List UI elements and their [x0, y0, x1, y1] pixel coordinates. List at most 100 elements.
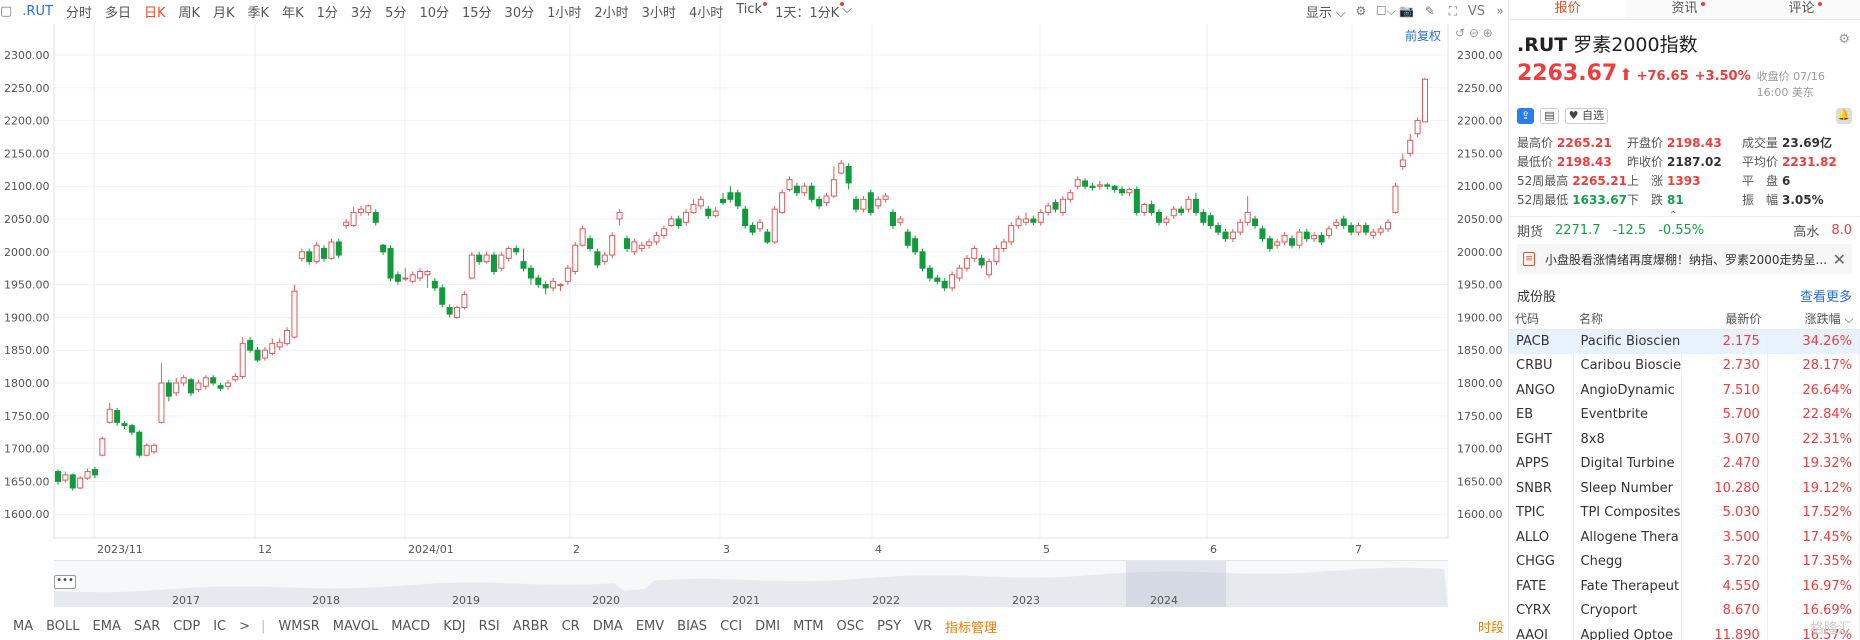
indicator-item[interactable]: IC: [213, 618, 227, 634]
period-tab[interactable]: 3小时: [641, 5, 676, 21]
watchlist-button[interactable]: ♥ 自选: [1564, 108, 1608, 124]
indicator-item[interactable]: DMA: [592, 618, 623, 634]
period-tab[interactable]: Tick: [736, 1, 768, 21]
period-tab[interactable]: 年K: [282, 5, 304, 21]
panel-tab[interactable]: 报价: [1509, 0, 1626, 19]
period-tab[interactable]: 10分: [419, 5, 449, 21]
indicator-item[interactable]: KDJ: [443, 618, 466, 634]
candle-body: [712, 210, 719, 217]
table-row[interactable]: EGHT 8x8 3.070 22.31%: [1509, 427, 1860, 452]
collapse-right-icon[interactable]: »: [1496, 4, 1504, 18]
period-tab[interactable]: 4小时: [688, 5, 724, 21]
candle-body: [1392, 185, 1399, 213]
table-row[interactable]: CYRX Cryoport 8.670 16.69%: [1509, 598, 1860, 623]
indicator-item[interactable]: CDP: [173, 618, 201, 634]
view-more-link[interactable]: 查看更多: [1799, 290, 1852, 305]
indicator-item[interactable]: RSI: [478, 618, 500, 634]
close-icon[interactable]: ✕: [1832, 249, 1846, 269]
indicator-manage-button[interactable]: 指标管理: [945, 620, 998, 636]
table-row[interactable]: TPIC TPI Composites 5.030 17.52%: [1509, 500, 1860, 525]
indicator-item[interactable]: VR: [914, 618, 933, 634]
panel-tab[interactable]: 资讯: [1626, 0, 1743, 19]
note-icon[interactable]: ▤: [1540, 108, 1559, 124]
session-button[interactable]: 时段: [1477, 620, 1504, 636]
indicator-item[interactable]: EMA: [92, 618, 121, 634]
indicator-item[interactable]: BOLL: [46, 618, 80, 634]
notification-dot: [1701, 2, 1705, 6]
stat-label: 平 盘: [1742, 174, 1779, 188]
more-indicators-arrow[interactable]: >: [239, 618, 251, 634]
indicator-item[interactable]: SAR: [133, 618, 161, 634]
indicator-item[interactable]: BIAS: [677, 618, 708, 634]
minimap-selection[interactable]: [1126, 561, 1226, 607]
adjust-label[interactable]: 前复权: [1405, 28, 1441, 43]
indicator-item[interactable]: MA: [13, 618, 34, 634]
fullscreen-icon[interactable]: ⛶: [1448, 4, 1458, 18]
symbol-label[interactable]: .RUT: [22, 3, 53, 19]
vs-button[interactable]: VS: [1467, 3, 1485, 19]
period-tab[interactable]: 5分: [385, 5, 407, 21]
zoom-controls-icon[interactable]: ↺ ⊖ ⊕: [1455, 26, 1493, 40]
candle-body: [1407, 139, 1414, 154]
candle-body: [1126, 188, 1133, 194]
table-row[interactable]: PACB Pacific Bioscien 2.175 34.26%: [1509, 329, 1860, 354]
share-icon[interactable]: ⇪: [1517, 108, 1535, 124]
indicator-item[interactable]: WMSR: [278, 618, 320, 634]
collapse-caret-icon[interactable]: ⌃: [1669, 210, 1678, 221]
period-tab[interactable]: 多日: [104, 5, 131, 21]
table-row[interactable]: CRBU Caribou Bioscie 2.730 28.17%: [1509, 353, 1860, 378]
candlestick-chart[interactable]: 2300.00 2300.00 2250.00 2250.00 2200.00 2200.…: [0, 24, 1508, 560]
column-header[interactable]: 涨跌幅 ⌵: [1767, 309, 1860, 330]
candle-body: [572, 244, 579, 272]
draw-box-icon[interactable]: ☐⌵: [1375, 4, 1396, 18]
indicator-item[interactable]: MAVOL: [332, 618, 379, 634]
table-row[interactable]: CHGG Chegg 3.720 17.35%: [1509, 549, 1860, 574]
table-row[interactable]: EB Eventbrite 5.700 22.84%: [1509, 402, 1860, 427]
news-banner[interactable]: ≡ 小盘股看涨情绪再度爆棚！纳指、罗素2000走势呈... ✕: [1517, 244, 1852, 274]
indicator-item[interactable]: CCI: [720, 618, 743, 634]
settings-icon[interactable]: ⚙: [1838, 32, 1850, 47]
period-tab[interactable]: 15分: [462, 5, 492, 21]
candle-body: [239, 343, 246, 377]
indicator-item[interactable]: MACD: [391, 618, 431, 634]
period-tab[interactable]: 月K: [213, 5, 235, 21]
candle-body: [372, 211, 379, 223]
period-tab[interactable]: 日K: [143, 5, 166, 21]
panel-tab[interactable]: 评论: [1743, 0, 1860, 19]
period-tab[interactable]: 季K: [247, 5, 270, 21]
table-row[interactable]: FATE Fate Therapeut 4.550 16.97%: [1509, 574, 1860, 599]
table-row[interactable]: ANGO AngioDynamic 7.510 26.64%: [1509, 378, 1860, 403]
range-navigator[interactable]: ••• 2017 2018 2019 2020 2021 2022 2023 2024: [54, 560, 1448, 607]
period-tab[interactable]: 1小时: [547, 5, 582, 21]
indicator-item[interactable]: ARBR: [512, 618, 549, 634]
period-tab[interactable]: 2小时: [594, 5, 629, 21]
period-tab[interactable]: 分时: [65, 5, 92, 21]
column-header[interactable]: 最新价: [1681, 309, 1768, 330]
more-dots-button[interactable]: •••: [54, 575, 76, 589]
sort-icon[interactable]: ⌵: [1840, 312, 1854, 327]
indicator-item[interactable]: DMI: [755, 618, 781, 634]
period-tab[interactable]: 30分: [504, 5, 535, 21]
display-dropdown[interactable]: 显示 ⌵: [1305, 5, 1346, 21]
indicator-item[interactable]: MTM: [793, 618, 824, 634]
table-row[interactable]: AAOI Applied Optoe 11.890 16.57%: [1509, 623, 1860, 640]
collapse-icon[interactable]: ▢: [0, 3, 13, 19]
table-row[interactable]: ALLO Allogene Thera 3.500 17.45%: [1509, 525, 1860, 550]
period-tab[interactable]: 3分: [350, 5, 373, 21]
indicator-item[interactable]: CR: [561, 618, 580, 634]
chevron-down-icon[interactable]: ⌵: [842, 1, 852, 17]
period-tab[interactable]: 周K: [178, 5, 201, 21]
indicator-item[interactable]: EMV: [635, 618, 665, 634]
period-tab[interactable]: 1分: [316, 5, 338, 21]
futures-row[interactable]: 期货 2271.7 -12.5 -0.55% 高水 8.0: [1509, 216, 1860, 244]
camera-icon[interactable]: 📷: [1399, 4, 1415, 18]
bell-icon[interactable]: 🔔: [1836, 108, 1852, 124]
table-row[interactable]: SNBR Sleep Number 10.280 19.12%: [1509, 476, 1860, 501]
notification-dot: [840, 1, 845, 6]
settings-icon[interactable]: ⚙: [1355, 4, 1367, 18]
indicator-item[interactable]: OSC: [836, 618, 865, 634]
period-tab[interactable]: 1天：1分K: [775, 1, 845, 21]
table-row[interactable]: APPS Digital Turbine 2.470 19.32%: [1509, 451, 1860, 476]
indicator-item[interactable]: PSY: [877, 618, 902, 634]
pen-icon[interactable]: ✎: [1424, 4, 1435, 18]
